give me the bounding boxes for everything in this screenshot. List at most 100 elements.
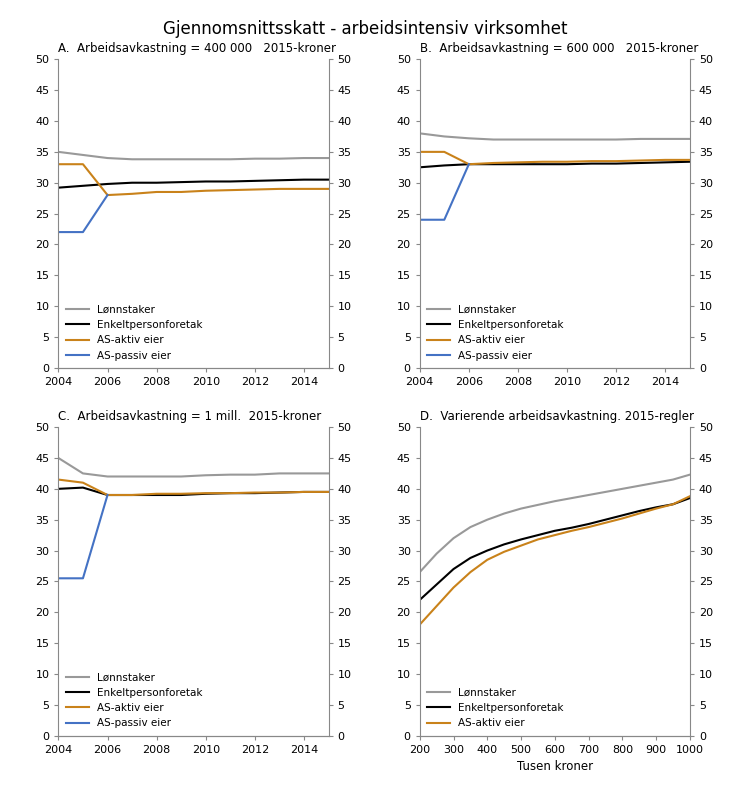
Lønnstaker [177, 471, 185, 481]
AS-aktiv eier [275, 488, 284, 498]
Enkeltpersonforetak [635, 506, 644, 516]
Enkeltpersonforetak [483, 546, 492, 555]
AS-aktiv eier [685, 155, 694, 165]
Lønnstaker [685, 470, 694, 479]
AS-aktiv eier [685, 491, 694, 501]
Enkeltpersonforetak [128, 178, 137, 187]
Enkeltpersonforetak [153, 490, 161, 500]
Enkeltpersonforetak [324, 487, 333, 497]
Lønnstaker [500, 509, 509, 518]
AS-aktiv eier [534, 535, 542, 544]
Lønnstaker [612, 134, 620, 144]
AS-aktiv eier [449, 583, 458, 592]
AS-aktiv eier [299, 184, 308, 194]
AS-passiv eier [464, 160, 473, 169]
Line: AS-aktiv eier: AS-aktiv eier [420, 152, 690, 165]
Enkeltpersonforetak [514, 160, 523, 169]
Lønnstaker [550, 497, 559, 506]
Enkeltpersonforetak [587, 159, 596, 168]
AS-aktiv eier [489, 158, 498, 168]
Lønnstaker [483, 515, 492, 524]
Line: AS-aktiv eier: AS-aktiv eier [420, 496, 690, 625]
Lønnstaker [432, 549, 441, 558]
Text: D.  Varierende arbeidsavkastning. 2015-regler: D. Varierende arbeidsavkastning. 2015-re… [420, 411, 694, 423]
AS-passiv eier [79, 227, 88, 237]
Lønnstaker [201, 471, 210, 480]
AS-aktiv eier [415, 620, 424, 630]
Enkeltpersonforetak [201, 176, 210, 186]
Lønnstaker [601, 487, 610, 497]
Lønnstaker [79, 150, 88, 160]
AS-aktiv eier [440, 147, 449, 157]
Lønnstaker [201, 154, 210, 164]
Enkeltpersonforetak [466, 553, 474, 562]
Enkeltpersonforetak [567, 523, 576, 532]
Enkeltpersonforetak [299, 487, 308, 497]
Lønnstaker [618, 484, 626, 494]
Line: AS-passiv eier: AS-passiv eier [58, 195, 107, 232]
Lønnstaker [299, 468, 308, 478]
AS-aktiv eier [226, 488, 234, 498]
Enkeltpersonforetak [489, 160, 498, 169]
Lønnstaker [567, 494, 576, 503]
AS-aktiv eier [299, 487, 308, 497]
Legend: Lønnstaker, Enkeltpersonforetak, AS-aktiv eier, AS-passiv eier: Lønnstaker, Enkeltpersonforetak, AS-akti… [425, 303, 566, 362]
Line: AS-passiv eier: AS-passiv eier [420, 165, 469, 220]
AS-aktiv eier [79, 160, 88, 169]
Lønnstaker [153, 471, 161, 481]
Line: AS-aktiv eier: AS-aktiv eier [58, 479, 328, 495]
AS-aktiv eier [54, 160, 63, 169]
Lønnstaker [489, 134, 498, 144]
Enkeltpersonforetak [153, 178, 161, 187]
AS-aktiv eier [635, 509, 644, 518]
Enkeltpersonforetak [128, 490, 137, 500]
Enkeltpersonforetak [299, 175, 308, 184]
Enkeltpersonforetak [563, 160, 572, 169]
AS-passiv eier [79, 573, 88, 583]
Line: Lønnstaker: Lønnstaker [420, 475, 690, 572]
Enkeltpersonforetak [415, 595, 424, 604]
Lønnstaker [250, 470, 259, 479]
Enkeltpersonforetak [685, 157, 694, 166]
Line: Enkeltpersonforetak: Enkeltpersonforetak [58, 487, 328, 495]
Lønnstaker [177, 154, 185, 164]
Enkeltpersonforetak [661, 157, 669, 167]
Line: Lønnstaker: Lønnstaker [58, 458, 328, 476]
Enkeltpersonforetak [685, 494, 694, 503]
Lønnstaker [637, 134, 645, 144]
AS-aktiv eier [250, 488, 259, 498]
Lønnstaker [584, 490, 593, 500]
AS-aktiv eier [612, 157, 620, 166]
Enkeltpersonforetak [550, 526, 559, 536]
Lønnstaker [415, 567, 424, 577]
Lønnstaker [128, 471, 137, 481]
Enkeltpersonforetak [226, 488, 234, 498]
Lønnstaker [226, 154, 234, 164]
Enkeltpersonforetak [612, 159, 620, 168]
Enkeltpersonforetak [440, 161, 449, 170]
AS-aktiv eier [103, 191, 112, 200]
AS-aktiv eier [601, 518, 610, 528]
AS-aktiv eier [177, 489, 185, 498]
Line: Enkeltpersonforetak: Enkeltpersonforetak [420, 498, 690, 600]
AS-aktiv eier [466, 567, 474, 577]
AS-aktiv eier [103, 490, 112, 500]
AS-aktiv eier [517, 541, 526, 551]
AS-aktiv eier [54, 475, 63, 484]
Text: B.  Arbeidsavkastning = 600 000   2015-kroner: B. Arbeidsavkastning = 600 000 2015-kron… [420, 43, 698, 55]
Enkeltpersonforetak [652, 502, 661, 512]
AS-aktiv eier [324, 487, 333, 497]
AS-aktiv eier [128, 189, 137, 199]
AS-aktiv eier [669, 500, 677, 509]
Lønnstaker [464, 134, 473, 143]
Enkeltpersonforetak [538, 160, 547, 169]
Lønnstaker [449, 533, 458, 543]
AS-passiv eier [54, 227, 63, 237]
Lønnstaker [54, 147, 63, 157]
Enkeltpersonforetak [79, 181, 88, 191]
Lønnstaker [669, 475, 677, 484]
Lønnstaker [538, 134, 547, 144]
AS-aktiv eier [464, 160, 473, 169]
Line: Enkeltpersonforetak: Enkeltpersonforetak [58, 180, 328, 187]
Lønnstaker [103, 153, 112, 163]
